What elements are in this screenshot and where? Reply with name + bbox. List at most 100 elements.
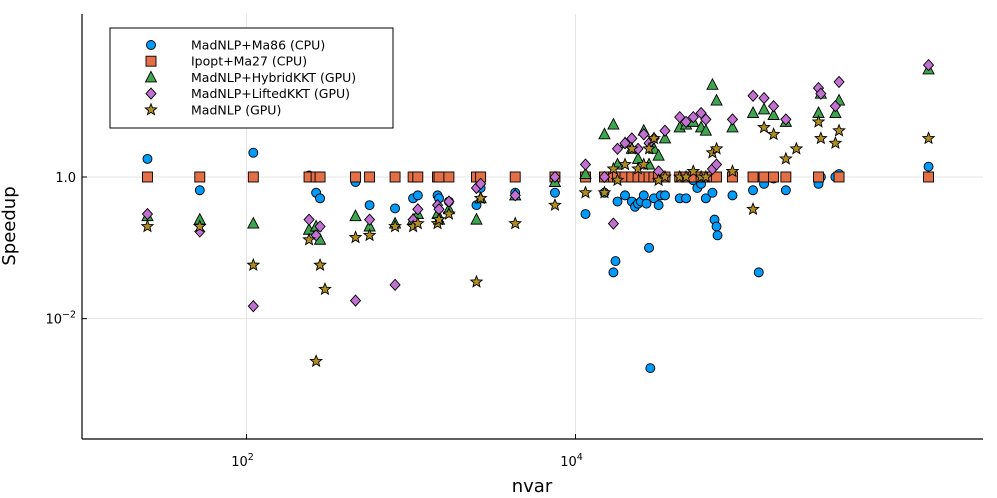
data-point-star [318,282,332,296]
data-point-circle [364,200,375,211]
data-point-star [606,161,621,175]
data-point-diamond [780,113,792,126]
data-point-triangle [710,93,723,106]
x-tick-label: 104 [560,452,583,470]
data-point-square [314,171,326,183]
data-point-circle [748,185,758,196]
data-point-star [309,354,324,368]
data-point-diamond [829,99,841,113]
y-axis-title: Speedup [0,186,20,265]
data-point-circle [700,193,711,204]
data-point-star [921,131,936,145]
data-point-square [833,171,845,183]
data-point-star [746,202,760,216]
data-point-star [813,131,828,145]
data-point-circle [707,187,718,198]
data-point-star [348,230,363,244]
data-point-triangle [470,212,483,225]
legend-marker-circle [146,40,156,50]
y-tick-label: 1.0 [55,171,76,186]
data-point-diamond [310,229,322,242]
data-point-square [758,171,770,183]
legend: MadNLP+Ma86 (CPU)Ipopt+Ma27 (CPU)MadNLP+… [109,27,394,129]
data-point-circle [620,190,630,201]
data-point-square [350,171,361,183]
data-point-triangle [607,117,620,130]
data-point-diamond [674,110,686,124]
data-point-star [469,274,484,288]
data-point-circle [660,190,670,201]
x-tick-exp: 2 [248,452,254,463]
data-point-circle [645,363,656,374]
data-point-star [658,169,672,183]
data-point-star [709,141,724,155]
data-point-circle [194,185,205,196]
data-point-diamond [303,213,315,226]
data-point-triangle [767,108,780,120]
data-point-star [432,212,446,226]
legend-marker-star [144,102,158,116]
data-point-star [642,141,656,155]
data-point-diamond [363,213,376,226]
data-point-circle [608,267,619,278]
data-point-circle [610,256,621,267]
data-point-star [302,232,316,246]
x-tick-base: 10 [231,455,248,470]
x-tick-label: 102 [231,452,254,470]
data-point-star [832,123,846,137]
data-point-diamond [598,170,611,184]
data-point-triangle [247,216,260,229]
y-tick-base: 1.0 [55,171,76,186]
data-point-star [578,185,593,199]
data-point-star [313,257,327,271]
data-point-diamond [349,294,362,307]
data-point-star [442,206,456,220]
legend-label: MadNLP+LiftedKKT (GPU) [191,86,350,101]
data-point-circle [142,153,153,164]
data-point-star [757,120,771,134]
data-point-circle [248,147,259,158]
x-tick-base: 10 [560,455,577,470]
legend-marker-triangle [144,70,158,83]
legend-label: MadNLP+Ma86 (CPU) [191,38,325,53]
axes-layer [81,14,983,440]
data-point-star [610,172,625,187]
data-point-diamond [767,99,780,113]
data-point-square [194,171,206,183]
y-tick-exp: −2 [62,310,76,321]
data-point-diamond [833,75,845,89]
x-axis-title: nvar [512,476,553,497]
data-point-circle [644,242,655,253]
data-point-circle [390,203,401,214]
legend-label: MadNLP+HybridKKT (GPU) [191,70,356,85]
data-point-triangle [757,102,771,115]
data-point-star [140,219,155,233]
data-point-circle [681,193,692,204]
x-tick-exp: 4 [577,452,583,463]
data-point-circle [727,190,738,201]
data-point-square [509,171,521,183]
data-point-circle [550,187,560,198]
legend-box [109,27,394,129]
data-point-star [647,131,661,145]
legend-marker-square [145,55,157,67]
data-point-star [698,169,713,183]
data-point-star [246,257,261,271]
data-point-diamond [638,128,650,141]
data-point-star [686,164,701,178]
legend-marker-diamond [145,87,157,100]
series-4-points [140,114,936,368]
data-point-circle [712,230,723,241]
data-point-diamond [710,158,723,171]
data-point-diamond [700,113,712,126]
data-point-triangle [726,120,739,133]
data-point-triangle [699,123,713,136]
data-point-circle [612,196,623,207]
data-point-square [747,171,759,183]
data-point-square [768,171,780,183]
data-point-square [364,171,376,183]
data-point-diamond [747,89,759,102]
data-point-star [548,197,562,212]
y-tick-label: 10−2 [45,310,76,328]
